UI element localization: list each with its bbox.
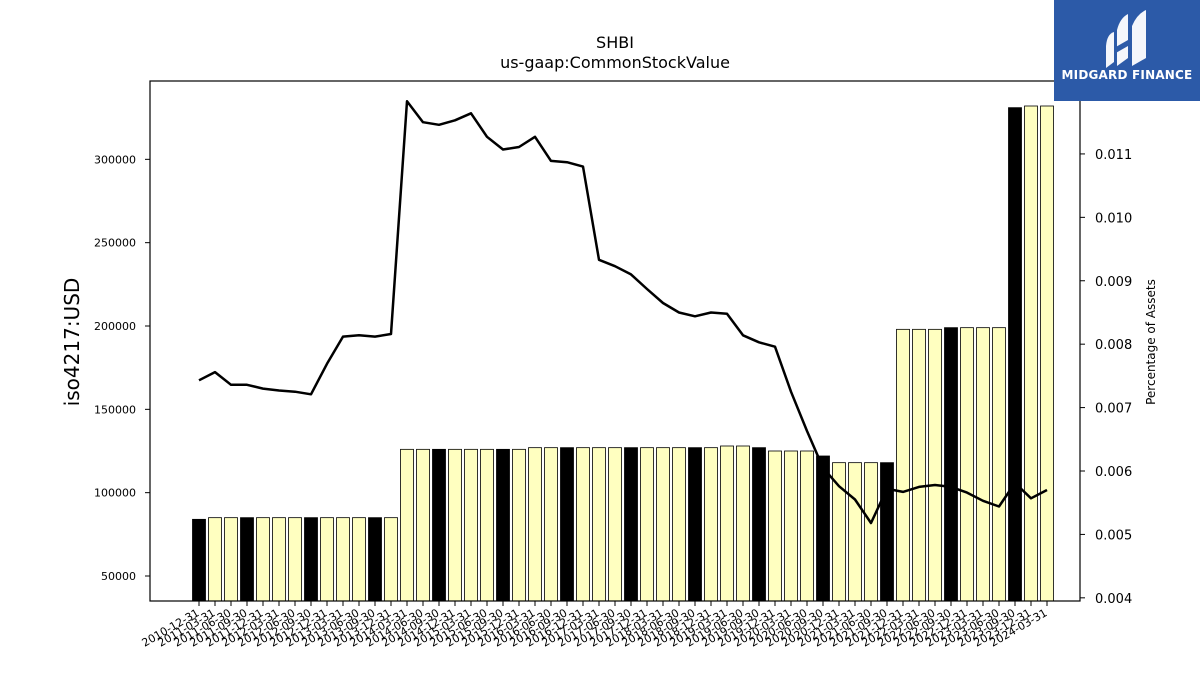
y-tick-label: 150000	[94, 403, 136, 416]
bar-2019-03-31	[720, 445, 734, 602]
bar-2013-12-31	[384, 517, 398, 602]
bar-2014-12-31	[448, 448, 462, 602]
bar-2023-06-30	[992, 327, 1006, 602]
bar-2012-03-31	[272, 517, 286, 602]
bar-2022-12-31	[960, 327, 974, 602]
bar-2021-12-31	[896, 328, 910, 602]
bar-2012-12-31	[320, 517, 334, 602]
bar-2013-06-30	[352, 517, 366, 602]
bar-2015-09-30	[496, 448, 510, 602]
y-tick-label: 100000	[94, 487, 136, 500]
bar-2016-06-30	[544, 447, 558, 602]
x-axis: 2010-12-312011-03-312011-06-302011-09-30…	[140, 601, 1050, 650]
y-axis-label: iso4217:USD	[60, 278, 84, 407]
bar-2022-06-30	[928, 328, 942, 602]
y-tick-label: 300000	[94, 153, 136, 166]
bar-2017-09-30	[624, 447, 638, 602]
bar-2011-09-30	[240, 517, 254, 602]
bar-2020-09-30	[816, 455, 830, 602]
bar-2021-09-30	[880, 462, 894, 602]
y-tick-label: 250000	[94, 237, 136, 250]
chart-title: SHBI	[596, 33, 634, 52]
bar-2023-09-30	[1008, 107, 1022, 602]
bar-2019-09-30	[752, 447, 766, 602]
bar-2021-06-30	[864, 462, 878, 602]
bar-2018-12-31	[704, 447, 718, 602]
asset-percentage-line	[198, 100, 1048, 525]
bar-2014-06-30	[416, 448, 430, 602]
bar-2018-09-30	[688, 447, 702, 602]
bar-2015-06-30	[480, 448, 494, 602]
bar-2010-12-31	[192, 518, 206, 602]
bar-2015-12-31	[512, 448, 526, 602]
bar-2016-12-31	[576, 447, 590, 602]
bar-2023-12-31	[1024, 105, 1038, 602]
bar-2014-03-31	[400, 448, 414, 602]
midgard-logo-icon	[1106, 10, 1146, 68]
brand-name: MIDGARD FINANCE	[1061, 68, 1193, 82]
bar-2014-09-30	[432, 448, 446, 602]
bar-2020-03-31	[784, 450, 798, 602]
y-tick-label: 50000	[101, 570, 136, 583]
bar-2018-03-31	[656, 447, 670, 602]
bar-2016-09-30	[560, 447, 574, 602]
y-tick-label: 200000	[94, 320, 136, 333]
bar-2011-03-31	[208, 517, 222, 602]
chart-subtitle: us-gaap:CommonStockValue	[500, 53, 730, 72]
y2-tick-label: 0.007	[1095, 402, 1132, 417]
y2-tick-label: 0.006	[1095, 465, 1132, 480]
bar-2020-06-30	[800, 450, 814, 602]
bar-2017-12-31	[640, 447, 654, 602]
bar-2022-03-31	[912, 328, 926, 602]
y2-tick-label: 0.010	[1095, 211, 1132, 226]
bar-2017-03-31	[592, 447, 606, 602]
bar-2022-09-30	[944, 327, 958, 602]
y2-tick-label: 0.005	[1095, 528, 1132, 543]
bar-2011-12-31	[256, 517, 270, 602]
bar-2012-06-30	[288, 517, 302, 602]
bar-2013-03-31	[336, 517, 350, 602]
brand-logo: MIDGARD FINANCE	[1054, 0, 1200, 101]
secondary-y-axis: 0.004 0.005 0.006 0.007 0.008 0.009 0.010 0.011	[1080, 148, 1132, 607]
bar-2012-09-30	[304, 517, 318, 602]
bar-2020-12-31	[832, 462, 846, 602]
y2-tick-label: 0.004	[1095, 592, 1132, 607]
bar-2019-12-31	[768, 450, 782, 602]
bar-2011-06-30	[224, 517, 238, 602]
y-axis: 50000 100000 150000 200000 250000 300000	[94, 153, 150, 583]
y2-tick-label: 0.011	[1095, 148, 1132, 163]
bar-2021-03-31	[848, 462, 862, 602]
bar-2023-03-31	[976, 327, 990, 602]
bar-2017-06-30	[608, 447, 622, 602]
bar-2013-09-30	[368, 517, 382, 602]
bar-2019-06-30	[736, 445, 750, 602]
y2-tick-label: 0.008	[1095, 338, 1132, 353]
bar-2016-03-31	[528, 447, 542, 602]
bar-2018-06-30	[672, 447, 686, 602]
y2-tick-label: 0.009	[1095, 275, 1132, 290]
secondary-y-axis-label: Percentage of Assets	[1144, 279, 1158, 405]
bar-2015-03-31	[464, 448, 478, 602]
bars-layer	[192, 105, 1054, 602]
bar-2024-03-31	[1040, 105, 1054, 602]
